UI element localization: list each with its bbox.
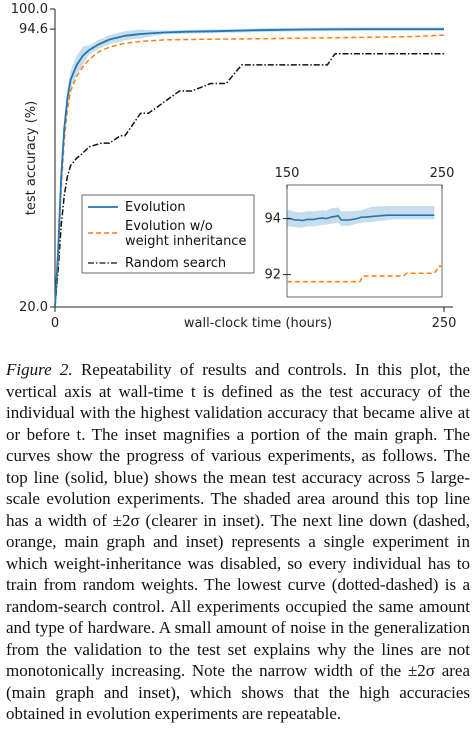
legend-label-no-inheritance-line2: weight inheritance (125, 234, 246, 249)
series-line-random-search (54, 52, 444, 308)
inset-x-tick-label: 150 (275, 166, 300, 181)
inset-series-layer (287, 206, 442, 283)
legend-label-no-inheritance: Evolution w/o weight inheritance (125, 219, 246, 249)
y-tick-label: 100.0 (11, 2, 48, 17)
inset-ticks: 94 92 150 250 (264, 166, 454, 283)
series-line-evolution (54, 28, 444, 308)
legend-box (81, 194, 255, 274)
figure-chart: 20.0 94.6 100.0 0 250 test accuracy (%) wall… (11, 2, 457, 331)
inset-y-tick-label: 94 (264, 212, 281, 227)
legend: Evolution Evolution w/o weight inheritan… (81, 194, 255, 274)
legend-label-no-inheritance-line1: Evolution w/o (125, 219, 213, 234)
main-axes (54, 9, 453, 308)
inset-frame (286, 184, 443, 298)
x-tick-label: 0 (51, 316, 59, 331)
series-line-evolution-w-o-weight-inheritance (54, 34, 445, 308)
inset-y-tick-label: 92 (264, 268, 281, 283)
figure-caption: Figure 2. Repeatability of results and c… (6, 359, 470, 725)
x-axis-label: wall-clock time (hours) (184, 316, 332, 331)
y-tick-label: 20.0 (19, 300, 48, 315)
main-ticks: 20.0 94.6 100.0 0 250 (11, 2, 457, 331)
x-tick-label: 250 (432, 316, 457, 331)
inset-line-evolution (287, 214, 435, 222)
inset: 94 92 150 250 (264, 166, 454, 298)
main-series-layer (54, 27, 445, 317)
y-axis-label: test accuracy (%) (24, 101, 39, 215)
caption-label: Figure 2. (6, 360, 73, 379)
inset-line-evolution-w-o-weight-inheritance (287, 265, 442, 283)
caption-text: Repeatability of results and controls. I… (6, 360, 471, 723)
legend-label-evolution: Evolution (125, 200, 186, 215)
legend-label-random-search: Random search (125, 256, 226, 271)
inset-x-tick-label: 250 (430, 166, 455, 181)
y-tick-label: 94.6 (19, 22, 48, 37)
